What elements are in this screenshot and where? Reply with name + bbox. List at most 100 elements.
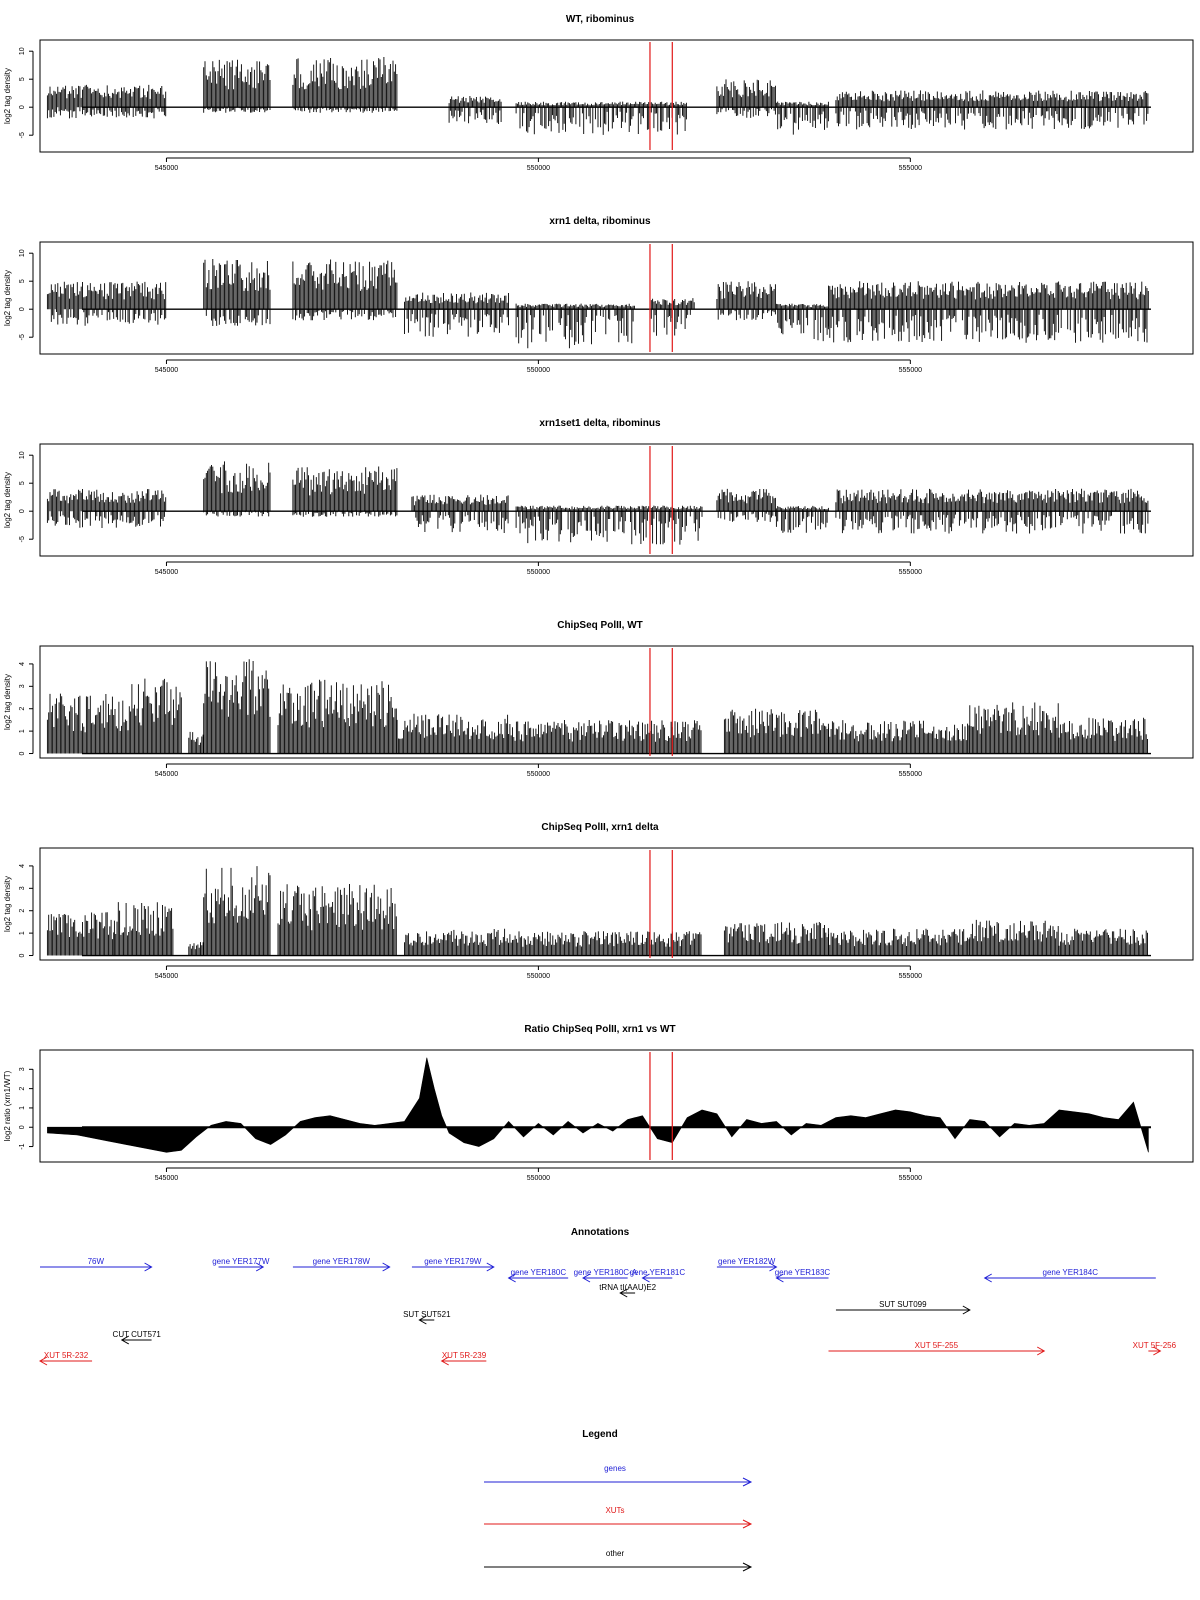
y-tick-label: 5: [19, 279, 26, 283]
density-bars: [969, 702, 1059, 754]
legend-arrowhead: [742, 1477, 753, 1487]
density-bars: [775, 505, 829, 533]
feature: gene YER182W: [716, 1257, 778, 1272]
y-tick-label: 0: [19, 1125, 26, 1129]
density-bars: [448, 96, 502, 124]
annotations-track: Annotations 76W gene YER177W gene YER178W ge…: [38, 1227, 1177, 1366]
density-bars: [716, 79, 776, 118]
feature-arrowhead: [769, 1262, 778, 1272]
density-bars: [1058, 717, 1148, 754]
density-segment: [775, 101, 829, 135]
panel-title: ChipSeq PolII, xrn1 delta: [541, 822, 659, 833]
density-bars: [203, 259, 271, 326]
feature-arrowhead: [255, 1262, 265, 1272]
y-axis-label: log2 tag density: [3, 68, 12, 124]
density-segment: [969, 919, 1059, 956]
density-bars: [835, 488, 1149, 534]
y-tick-label: 5: [19, 77, 26, 81]
x-tick-label: 555000: [899, 1175, 922, 1182]
density-bars: [404, 928, 509, 956]
y-axis-label: log2 ratio (xrn1/WT): [3, 1070, 12, 1141]
plot-frame: [39, 1049, 1194, 1163]
x-tick-label: 555000: [899, 367, 922, 374]
density-bars: [716, 488, 776, 522]
legend-arrowhead: [742, 1562, 753, 1572]
density-bars: [203, 659, 271, 754]
feature-arrowhead: [120, 1335, 130, 1345]
density-segment: [835, 90, 1149, 130]
x-tick-label: 545000: [155, 1175, 178, 1182]
feature-arrowhead: [418, 1315, 427, 1325]
density-segment: [46, 693, 129, 754]
density-bars: [1058, 928, 1148, 956]
density-bars: [515, 505, 703, 545]
x-tick-label: 550000: [527, 165, 550, 172]
y-axis-label: log2 tag density: [3, 876, 12, 932]
feature: SUT SUT099: [835, 1300, 971, 1315]
feature-arrowhead: [641, 1273, 650, 1283]
feature: gene YER179W: [411, 1257, 495, 1272]
feature-label: XUT 5F-256: [1133, 1341, 1177, 1350]
density-segment: [508, 720, 702, 754]
density-segment: [969, 702, 1059, 754]
density-segment: [292, 259, 398, 321]
feature-arrowhead: [1153, 1346, 1162, 1356]
density-segment: [828, 281, 1149, 343]
feature-arrowhead: [962, 1305, 971, 1315]
density-bars: [775, 303, 829, 342]
x-tick-label: 545000: [155, 771, 178, 778]
feature-label: XUT 5R-232: [44, 1351, 89, 1360]
legend-item: other: [484, 1549, 753, 1572]
y-tick-label: 1: [19, 729, 26, 733]
plot-frame: [39, 443, 1194, 557]
y-tick-label: 0: [19, 751, 26, 755]
x-tick-label: 545000: [155, 165, 178, 172]
feature: tRNA tI(AAU)E2: [599, 1283, 657, 1298]
feature: gene YER178W: [292, 1257, 391, 1272]
legend-item: XUTs: [484, 1506, 753, 1529]
y-tick-label: 0: [19, 509, 26, 513]
density-segment: [723, 708, 829, 754]
feature-label: gene YER183C: [775, 1268, 831, 1277]
panel-title: xrn1set1 delta, ribominus: [539, 418, 661, 429]
density-segment: [46, 281, 167, 326]
y-tick-label: -5: [19, 334, 26, 340]
density-segment: [46, 84, 167, 119]
feature: XUT 5R-239: [440, 1351, 487, 1366]
y-tick-label: 2: [19, 909, 26, 913]
density-segment: [277, 884, 397, 956]
feature: XUT 5F-255: [828, 1341, 1046, 1356]
feature: gene YER184C: [983, 1268, 1156, 1283]
y-tick-label: -5: [19, 536, 26, 542]
y-axis-label: log2 tag density: [3, 472, 12, 528]
y-tick-label: 0: [19, 105, 26, 109]
y-tick-label: 10: [19, 47, 26, 55]
density-segment: [404, 292, 509, 337]
density-bars: [292, 259, 398, 321]
x-tick-label: 550000: [527, 367, 550, 374]
density-bars: [188, 731, 204, 754]
density-segment: [828, 928, 970, 956]
density-bars: [969, 919, 1059, 956]
density-segment: [46, 489, 167, 528]
density-segment: [203, 59, 271, 113]
density-bars: [404, 292, 509, 337]
panel-title: Ratio ChipSeq PolII, xrn1 vs WT: [524, 1024, 675, 1035]
panel-6: Ratio ChipSeq PolII, xrn1 vs WT -1 0 1 2 3 log…: [3, 1024, 1194, 1182]
density-segment: [716, 488, 776, 522]
legend-arrowhead: [742, 1519, 753, 1529]
density-bars: [835, 90, 1149, 130]
y-tick-label: -1: [19, 1143, 26, 1149]
feature-label: gene YER181C: [630, 1268, 686, 1277]
density-segment: [188, 731, 204, 754]
density-bars: [411, 494, 509, 533]
density-segment: [508, 931, 702, 956]
density-segment: [716, 281, 776, 321]
y-tick-label: 0: [19, 307, 26, 311]
density-segment: [723, 922, 829, 956]
feature: SUT SUT521: [403, 1310, 451, 1325]
feature-label: gene YER180C-A: [574, 1268, 638, 1277]
feature-label: gene YER184C: [1043, 1268, 1099, 1277]
density-segment: [292, 57, 398, 113]
